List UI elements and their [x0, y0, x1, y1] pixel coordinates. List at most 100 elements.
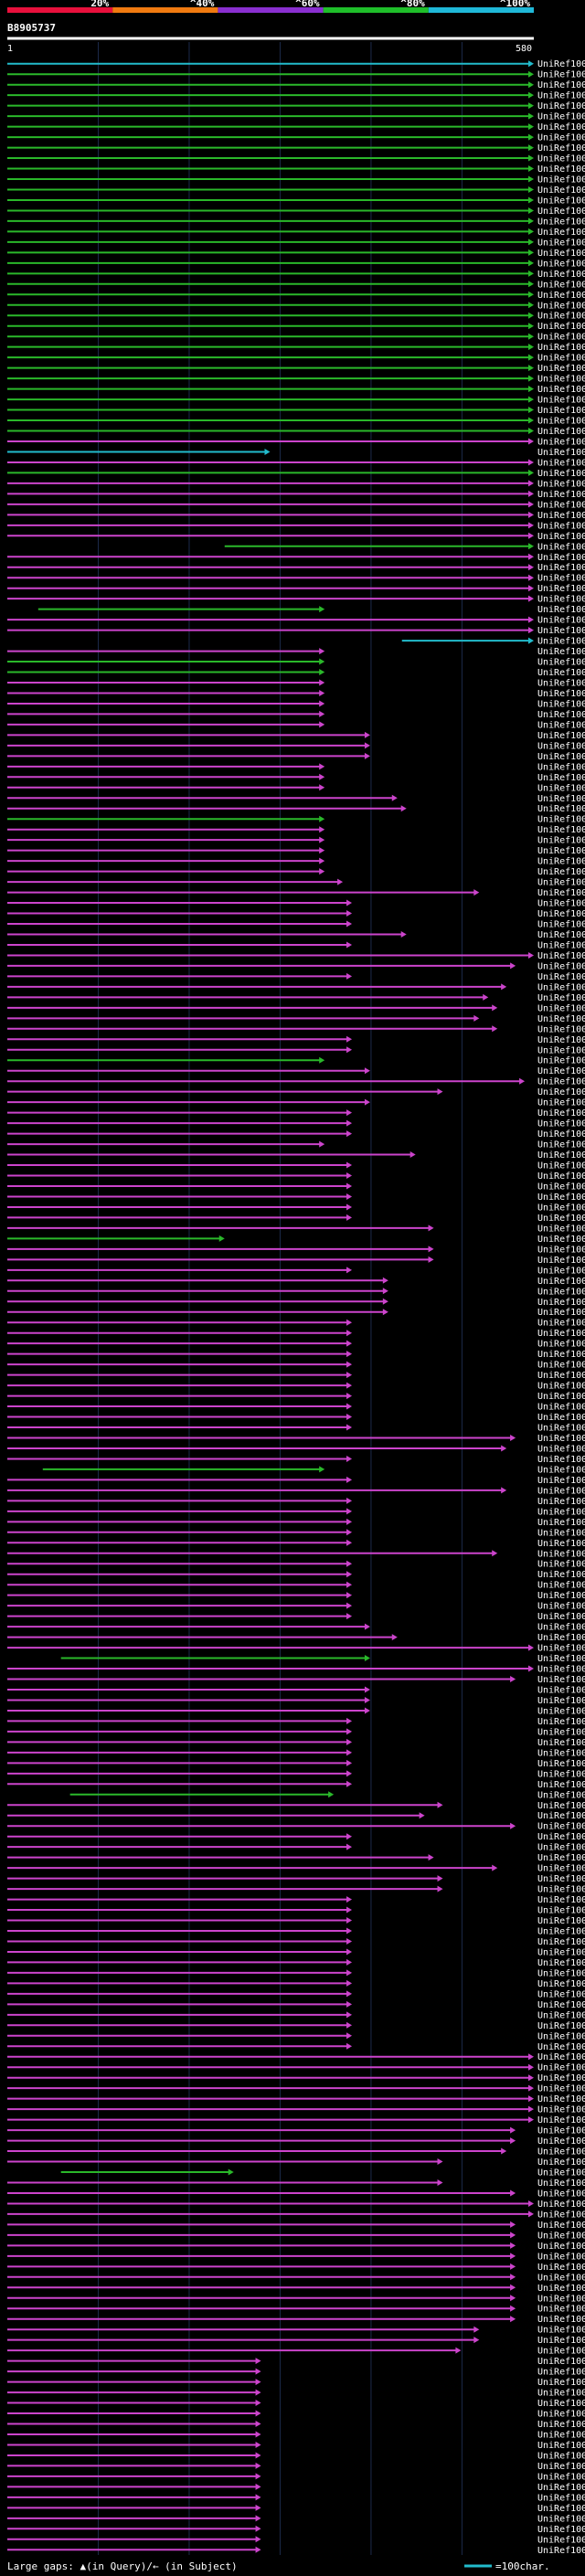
hit-label[interactable]: UniRef100_Q5WGJ3	[537, 815, 585, 825]
hit-row[interactable]: UniRef100_UP1000...	[7, 2021, 585, 2031]
hit-label[interactable]: UniRef100_C1H7S9	[537, 836, 585, 846]
hit-label[interactable]: UniRef100_C5GBK3	[537, 1968, 585, 1978]
hit-label[interactable]: UniRef100_B9R1R3	[537, 207, 585, 217]
hit-label[interactable]: UniRef100_UP1000...	[537, 2326, 585, 2336]
hit-row[interactable]: UniRef100_UP1000...	[69, 1790, 585, 1800]
hit-label[interactable]: UniRef100_B4LUW7	[537, 982, 585, 992]
hit-row[interactable]: UniRef100_Q848V7	[7, 186, 585, 196]
hit-label[interactable]: UniRef100_C5JR38	[537, 1738, 585, 1748]
hit-label[interactable]: UniRef100_A8XY04	[537, 2157, 585, 2168]
hit-label[interactable]: UniRef100_B4FRN3	[537, 1518, 585, 1528]
hit-row[interactable]: UniRef100_Q6F5M0	[7, 888, 585, 898]
hit-row[interactable]: UniRef100_C6KEB4	[42, 1465, 585, 1475]
hit-row[interactable]: UniRef100_Q6GM18	[7, 1801, 585, 1811]
hit-row[interactable]: UniRef100_Q0LKF8	[7, 375, 585, 385]
hit-label[interactable]: UniRef100_A4SK98	[537, 1853, 585, 1863]
hit-row[interactable]: UniRef100_C1GAU8	[7, 899, 585, 909]
hit-row[interactable]: UniRef100_Q9ST94	[7, 2347, 585, 2357]
hit-label[interactable]: UniRef100_B8K5K6	[537, 867, 585, 877]
hit-label[interactable]: UniRef100_Q4CUR4	[537, 741, 585, 751]
hit-label[interactable]: UniRef100_Q6E1F5	[537, 1895, 585, 1905]
hit-label[interactable]: UniRef100_Q4WGP3	[537, 143, 585, 154]
hit-label[interactable]: UniRef100_B2WS96	[537, 101, 585, 111]
hit-label[interactable]: UniRef100_Q5RJL2	[537, 2221, 585, 2231]
hit-row[interactable]: UniRef100_A4R1G1	[7, 1235, 585, 1245]
hit-row[interactable]: UniRef100_B9RTY9	[60, 1654, 585, 1664]
hit-row[interactable]: UniRef100_B9RC12	[7, 448, 585, 458]
hit-row[interactable]: UniRef100_C5QR70	[7, 1214, 585, 1224]
hit-row[interactable]: UniRef100_C1E1U4	[7, 574, 585, 584]
hit-row[interactable]: UniRef100_Q0CS11	[224, 542, 585, 552]
hit-row[interactable]: UniRef100_Q1RU46	[7, 521, 585, 531]
hit-label[interactable]: UniRef100_Q8UUR7	[537, 1937, 585, 1947]
hit-label[interactable]: UniRef100_A4HFE2	[537, 2136, 585, 2147]
hit-label[interactable]: UniRef100_O74T21	[537, 164, 585, 175]
hit-label[interactable]: UniRef100_Q6EEY5	[537, 228, 585, 238]
hit-row[interactable]: UniRef100_Q68FE7	[7, 1633, 585, 1643]
hit-row[interactable]: UniRef100_B4NLM8	[7, 1644, 585, 1654]
hit-row[interactable]: UniRef100_UP1000...	[7, 2063, 585, 2073]
hit-row[interactable]: UniRef100_UP1000...	[7, 1539, 585, 1549]
hit-row[interactable]: UniRef100_C3HJG4	[7, 2430, 585, 2440]
hit-label[interactable]: UniRef100_B7Q159	[537, 1549, 585, 1559]
hit-label[interactable]: UniRef100_B6JY37	[537, 993, 585, 1003]
hit-row[interactable]: UniRef100_B4ICV3	[7, 1864, 585, 1874]
hit-row[interactable]: UniRef100_B9RQZ2	[7, 1392, 585, 1402]
hit-row[interactable]: UniRef100_B5DD46	[7, 2031, 585, 2041]
hit-label[interactable]: UniRef100_UP1000...	[537, 1298, 585, 1308]
hit-row[interactable]: UniRef100_Q2GPE2	[7, 1045, 585, 1055]
hit-row[interactable]: UniRef100_Q0LNB6	[7, 1675, 585, 1685]
hit-row[interactable]: UniRef100_A4I5V1	[7, 1560, 585, 1570]
hit-row[interactable]: UniRef100_A3EBP4	[7, 301, 585, 311]
hit-row[interactable]: UniRef100_Q4WGP3	[7, 143, 585, 154]
hit-label[interactable]: UniRef100_A4FSD4	[537, 2231, 585, 2241]
hit-label[interactable]: UniRef100_B4FGT3	[537, 1602, 585, 1612]
hit-row[interactable]: UniRef100_Q81LC1	[7, 626, 585, 636]
hit-row[interactable]: UniRef100_B6SVR1	[7, 1507, 585, 1517]
hit-label[interactable]: UniRef100_Q4SG24	[537, 1455, 585, 1465]
hit-label[interactable]: UniRef100_UP1000...	[537, 1003, 585, 1013]
hit-label[interactable]: UniRef100_B4FGV3	[537, 364, 585, 374]
hit-row[interactable]: UniRef100_C5YC21	[7, 2210, 585, 2220]
hit-row[interactable]: UniRef100_UP1000...	[7, 2368, 585, 2378]
hit-row[interactable]: UniRef100_Q9SE32	[7, 417, 585, 427]
hit-row[interactable]: UniRef100_Q7YUZ9	[7, 1319, 585, 1329]
hit-row[interactable]: UniRef100_A9QB68	[7, 752, 585, 762]
hit-label[interactable]: UniRef100_UP1000...	[537, 2451, 585, 2461]
hit-label[interactable]: UniRef100_A7TNG3	[537, 846, 585, 856]
hit-row[interactable]: UniRef100_UP1000...	[7, 2094, 585, 2104]
hit-row[interactable]: UniRef100_UP1000...	[7, 1298, 585, 1308]
hit-row[interactable]: UniRef100_B6JY37	[7, 993, 585, 1003]
hit-row[interactable]: UniRef100_C5EHD5	[7, 238, 585, 248]
hit-row[interactable]: UniRef100_UP1000...	[7, 961, 585, 971]
hit-row[interactable]: UniRef100_A9UTX6	[7, 1706, 585, 1716]
hit-row[interactable]: UniRef100_P90647	[7, 1140, 585, 1150]
hit-label[interactable]: UniRef100_B5DD46	[537, 2031, 585, 2041]
hit-label[interactable]: UniRef100_Q4LBJ5	[537, 1361, 585, 1371]
hit-label[interactable]: UniRef100_Q9H6T3	[537, 1256, 585, 1266]
hit-row[interactable]: UniRef100_C6TJG5	[7, 70, 585, 80]
hit-label[interactable]: UniRef100_UP1000...	[537, 804, 585, 814]
hit-row[interactable]: UniRef100_B4FA63	[7, 1612, 585, 1622]
hit-label[interactable]: UniRef100_Q81LC1	[537, 626, 585, 636]
hit-label[interactable]: UniRef100_B4LJQ5	[537, 1874, 585, 1884]
hit-row[interactable]: UniRef100_C1H7S9	[7, 836, 585, 846]
hit-label[interactable]: UniRef100_Q848V7	[537, 186, 585, 196]
hit-label[interactable]: UniRef100_Q0MS16	[537, 280, 585, 290]
hit-row[interactable]: UniRef100_Q17B79	[7, 1717, 585, 1727]
hit-label[interactable]: UniRef100_A3E2I1	[537, 312, 585, 322]
hit-row[interactable]: UniRef100_A4SK98	[7, 1853, 585, 1863]
hit-label[interactable]: UniRef100_Q2TU54	[537, 1266, 585, 1276]
hit-label[interactable]: UniRef100_A5DEC0	[537, 1989, 585, 1999]
hit-row[interactable]: UniRef100_Q6H669	[7, 1108, 585, 1118]
hit-row[interactable]: UniRef100_UP1000...	[7, 217, 585, 227]
hit-row[interactable]: UniRef100_UP1000...	[7, 2084, 585, 2094]
hit-label[interactable]: UniRef100_Q2CMG2	[537, 1843, 585, 1853]
hit-row[interactable]: UniRef100_Q43468	[7, 1382, 585, 1392]
hit-row[interactable]: UniRef100_Q4DJ58	[7, 1528, 585, 1538]
hit-row[interactable]: UniRef100_B9R1R3	[7, 207, 585, 217]
hit-row[interactable]: UniRef100_A2FEDO	[7, 595, 585, 605]
hit-label[interactable]: UniRef100_A4I5V1	[537, 1560, 585, 1570]
hit-label[interactable]: UniRef100_Q95U34	[537, 1476, 585, 1486]
hit-row[interactable]: UniRef100_A4HTK6	[7, 1727, 585, 1737]
